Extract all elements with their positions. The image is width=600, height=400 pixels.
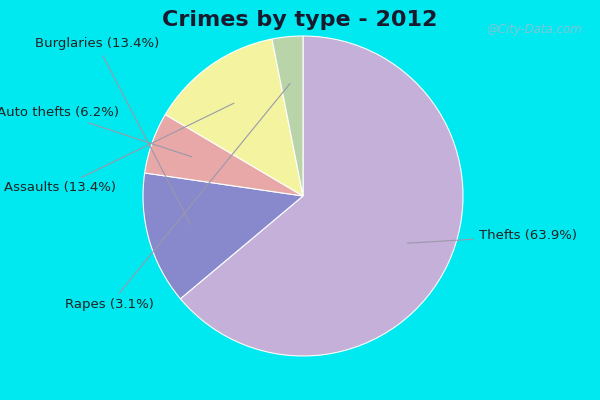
Wedge shape <box>143 173 303 299</box>
Text: Burglaries (13.4%): Burglaries (13.4%) <box>35 38 191 225</box>
Text: Auto thefts (6.2%): Auto thefts (6.2%) <box>0 106 192 157</box>
Text: Crimes by type - 2012: Crimes by type - 2012 <box>163 10 437 30</box>
Text: @City-Data.com: @City-Data.com <box>486 23 582 36</box>
Wedge shape <box>145 114 303 196</box>
Wedge shape <box>181 36 463 356</box>
Text: Assaults (13.4%): Assaults (13.4%) <box>4 103 234 194</box>
Wedge shape <box>165 39 303 196</box>
Text: Rapes (3.1%): Rapes (3.1%) <box>65 84 290 311</box>
Wedge shape <box>272 36 303 196</box>
Text: Thefts (63.9%): Thefts (63.9%) <box>407 230 577 243</box>
